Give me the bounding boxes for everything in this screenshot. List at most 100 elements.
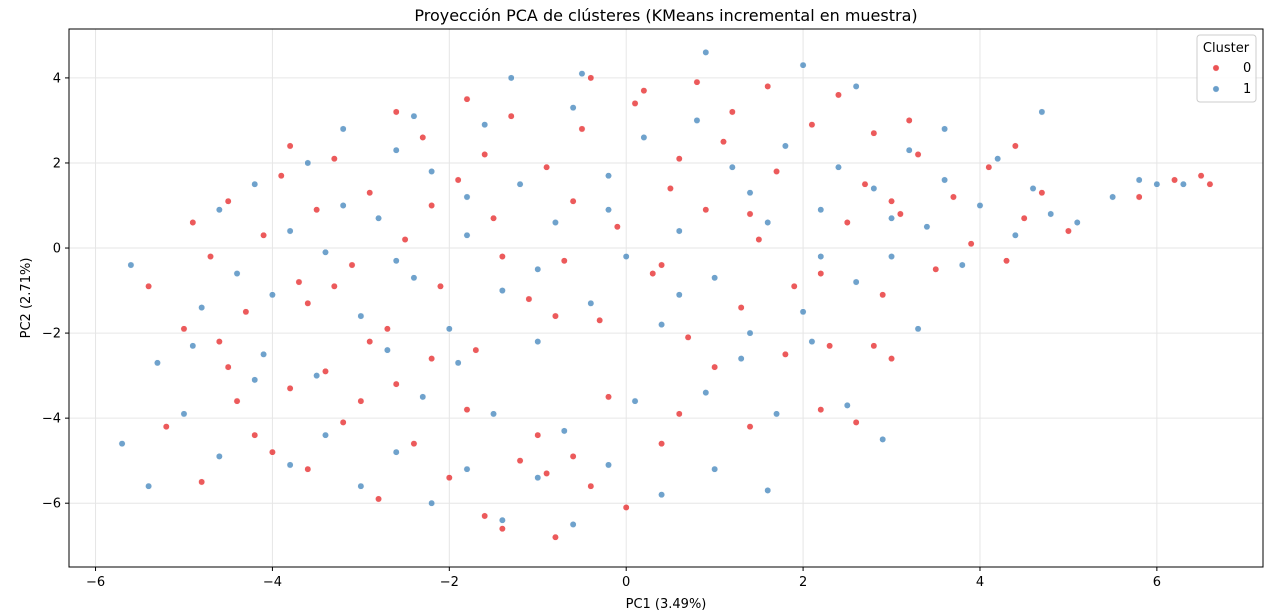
data-point-cluster-0	[949, 193, 957, 201]
data-point-cluster-0	[888, 355, 895, 363]
data-point-cluster-1	[905, 146, 913, 154]
x-axis: −6 −4 −2 0 2 4 6	[86, 567, 1161, 590]
data-point-cluster-1	[799, 61, 807, 69]
data-point-cluster-0	[560, 257, 568, 265]
data-point-cluster-1	[631, 397, 639, 405]
data-point-cluster-0	[268, 448, 276, 456]
data-point-cluster-1	[463, 465, 471, 473]
data-point-cluster-0	[764, 82, 772, 90]
data-point-cluster-0	[322, 367, 329, 375]
y-axis-label: PC2 (2.71%)	[19, 258, 34, 339]
data-point-cluster-0	[1003, 257, 1010, 265]
data-point-cluster-0	[835, 91, 842, 99]
data-point-cluster-0	[684, 333, 692, 341]
data-point-cluster-1	[145, 482, 153, 490]
data-point-cluster-1	[233, 270, 241, 277]
data-point-cluster-0	[260, 231, 268, 239]
data-point-cluster-0	[224, 197, 232, 205]
data-point-cluster-0	[454, 176, 462, 184]
data-point-cluster-1	[534, 474, 542, 482]
data-point-cluster-1	[189, 342, 197, 350]
data-point-cluster-0	[348, 261, 356, 269]
data-point-cluster-1	[941, 176, 949, 184]
data-point-cluster-1	[914, 325, 922, 333]
data-point-cluster-0	[781, 350, 789, 358]
data-point-cluster-1	[490, 410, 497, 418]
data-point-cluster-0	[428, 202, 436, 209]
data-point-cluster-1	[870, 185, 878, 192]
x-tick-label: −2	[440, 575, 459, 590]
data-point-cluster-0	[437, 282, 444, 290]
data-point-cluster-1	[127, 261, 135, 269]
data-point-cluster-1	[569, 104, 577, 112]
data-point-cluster-0	[932, 265, 940, 273]
data-point-cluster-0	[419, 134, 427, 141]
x-tick-label: −4	[263, 575, 282, 590]
data-point-cluster-0	[313, 206, 321, 214]
data-point-cluster-0	[286, 384, 294, 392]
data-point-cluster-1	[711, 465, 719, 473]
data-point-cluster-0	[498, 525, 506, 533]
data-point-cluster-0	[658, 440, 666, 448]
data-point-cluster-1	[410, 112, 418, 120]
data-point-cluster-0	[675, 155, 683, 163]
data-point-cluster-1	[888, 253, 895, 260]
data-point-cluster-0	[490, 214, 497, 222]
data-point-cluster-1	[260, 350, 268, 358]
data-point-cluster-0	[189, 219, 197, 226]
data-point-cluster-0	[905, 116, 913, 124]
data-point-cluster-1	[941, 125, 949, 133]
data-point-cluster-0	[410, 440, 418, 448]
data-point-cluster-1	[428, 499, 436, 507]
data-point-cluster-0	[392, 380, 400, 388]
grid	[69, 29, 1263, 567]
data-point-cluster-0	[790, 282, 798, 290]
data-point-cluster-0	[728, 108, 736, 116]
data-point-cluster-1	[658, 491, 666, 499]
data-point-cluster-0	[755, 236, 763, 243]
data-point-cluster-0	[215, 338, 223, 346]
data-point-cluster-1	[428, 168, 436, 175]
y-tick-label: 4	[53, 71, 61, 86]
data-point-cluster-0	[861, 180, 869, 188]
data-point-cluster-0	[666, 185, 674, 192]
data-point-cluster-1	[1135, 176, 1143, 184]
data-point-cluster-1	[675, 291, 683, 299]
data-point-cluster-1	[835, 163, 842, 171]
data-point-cluster-1	[375, 214, 383, 222]
data-point-cluster-0	[383, 325, 391, 333]
data-point-cluster-1	[153, 359, 161, 367]
data-point-cluster-0	[207, 253, 214, 260]
data-point-cluster-0	[578, 125, 586, 133]
x-axis-label: PC1 (3.49%)	[626, 597, 707, 612]
data-point-cluster-0	[304, 465, 312, 473]
data-point-cluster-0	[879, 291, 887, 299]
data-point-cluster-0	[428, 355, 436, 363]
data-point-cluster-0	[330, 155, 338, 163]
data-point-cluster-1	[764, 219, 772, 226]
data-point-cluster-0	[808, 121, 816, 129]
data-point-cluster-0	[357, 397, 365, 405]
data-point-cluster-0	[145, 282, 153, 290]
data-point-cluster-1	[463, 231, 471, 239]
chart-title: Proyección PCA de clústeres (KMeans incr…	[414, 6, 917, 25]
data-point-cluster-0	[330, 282, 338, 290]
data-point-cluster-1	[1179, 180, 1187, 188]
data-point-cluster-1	[392, 257, 400, 265]
legend-title: Cluster	[1203, 41, 1250, 56]
data-point-cluster-0	[463, 95, 471, 103]
data-point-cluster-0	[622, 504, 630, 511]
x-tick-label: 2	[799, 575, 807, 590]
data-point-cluster-1	[498, 287, 506, 295]
data-point-cluster-0	[481, 512, 489, 520]
data-point-cluster-0	[720, 138, 727, 146]
data-point-cluster-1	[419, 393, 427, 401]
data-point-cluster-1	[560, 427, 568, 435]
legend-label-1: 1	[1243, 82, 1251, 97]
data-point-cluster-0	[746, 210, 754, 218]
y-tick-label: −4	[42, 412, 61, 427]
data-point-cluster-1	[498, 516, 506, 524]
data-point-cluster-0	[693, 78, 701, 86]
data-point-cluster-0	[1135, 193, 1143, 201]
data-point-cluster-0	[304, 299, 312, 307]
